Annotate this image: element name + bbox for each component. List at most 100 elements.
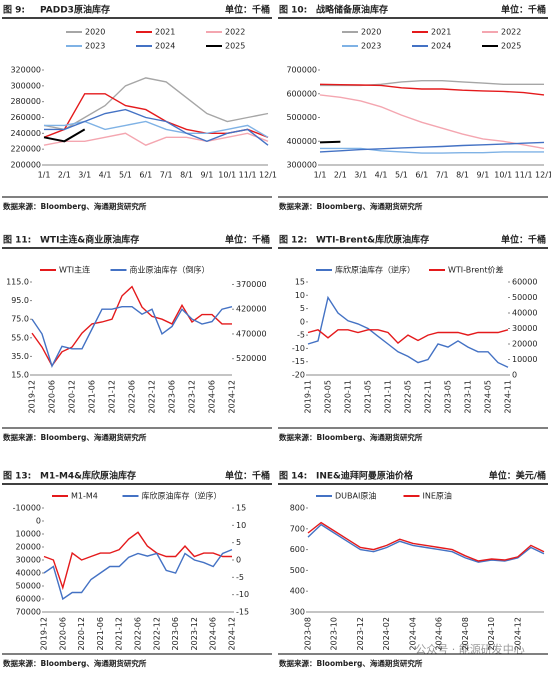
y-tick-label: 800 bbox=[290, 504, 305, 513]
figure-title: M1-M4&库欣原油库存 bbox=[40, 470, 136, 482]
figure-label: 图 11: bbox=[3, 235, 31, 246]
legend-label: 2024 bbox=[155, 42, 175, 51]
unit: 单位：美元/桶 bbox=[489, 470, 546, 482]
x-tick-label: 1/1 bbox=[314, 171, 327, 180]
x-tick-label: 2023-06 bbox=[168, 380, 177, 413]
figure-label: 图 13: bbox=[3, 471, 31, 482]
source: 数据来源：Bloomberg、海通期货研究所 bbox=[3, 432, 147, 442]
series-line bbox=[320, 147, 544, 154]
x-tick-label: 2023-12 bbox=[356, 617, 365, 650]
series-line bbox=[319, 140, 341, 144]
figure-label: 图 14: bbox=[279, 471, 307, 482]
x-tick-label: 2024-06 bbox=[209, 617, 218, 650]
y-tick-label: 600 bbox=[290, 545, 305, 554]
x-tick-label: 2024-10 bbox=[487, 617, 496, 650]
x-tick-label: 2024-06 bbox=[435, 617, 444, 650]
source: 数据来源：Bloomberg、海通期货研究所 bbox=[3, 658, 147, 668]
x-tick-label: 9/1 bbox=[200, 171, 213, 180]
y2-tick-label: 10000 bbox=[512, 355, 537, 364]
x-tick-label: 7/1 bbox=[160, 171, 173, 180]
x-tick-label: 12/1 bbox=[535, 171, 551, 180]
x-tick-label: 2019-11 bbox=[304, 380, 313, 413]
y2-tick-label: 30000 bbox=[512, 324, 537, 333]
y-tick-label: 60000 bbox=[16, 595, 41, 604]
legend-label: 2021 bbox=[155, 28, 175, 37]
legend-label: WTI主连 bbox=[59, 265, 90, 275]
legend-label: 2023 bbox=[361, 42, 381, 51]
legend-label: 2025 bbox=[225, 42, 245, 51]
x-tick-label: 2023-08 bbox=[304, 617, 313, 650]
watermark: 公众号 · 能源研发中心 bbox=[415, 642, 525, 656]
x-tick-label: 11/1 bbox=[515, 171, 533, 180]
x-tick-label: 5/1 bbox=[395, 171, 408, 180]
series-line bbox=[43, 128, 86, 143]
source: 数据来源：Bloomberg、海通期货研究所 bbox=[279, 201, 423, 211]
y-tick-label: 300000 bbox=[10, 81, 41, 90]
y-tick-label: 55.0 bbox=[11, 333, 29, 342]
unit: 单位：千桶 bbox=[225, 4, 270, 16]
unit: 单位：千桶 bbox=[501, 234, 546, 246]
legend-label: 2023 bbox=[85, 42, 105, 51]
series-line bbox=[43, 93, 269, 138]
y-tick-label: 500000 bbox=[286, 113, 317, 122]
y-tick-label: -20 bbox=[292, 371, 305, 380]
legend-label: 2020 bbox=[85, 28, 105, 37]
y2-tick-label: -15 bbox=[236, 608, 249, 617]
y-tick-label: 15.0 bbox=[11, 371, 29, 380]
y-tick-label: 600000 bbox=[286, 89, 317, 98]
series-line bbox=[307, 521, 545, 562]
y-tick-label: 95.0 bbox=[11, 296, 29, 305]
y-tick-label: 10000 bbox=[16, 530, 41, 539]
y2-tick-label: 0 bbox=[236, 556, 241, 565]
x-tick-label: 2023-12 bbox=[190, 617, 199, 650]
x-tick-label: 7/1 bbox=[436, 171, 449, 180]
x-tick-label: 3/1 bbox=[78, 171, 91, 180]
y2-tick-label: 15 bbox=[236, 504, 246, 513]
x-tick-label: 2022-06 bbox=[128, 380, 137, 413]
series-line bbox=[43, 77, 269, 131]
x-tick-label: 2020-05 bbox=[324, 380, 333, 413]
x-tick-label: 3/1 bbox=[354, 171, 367, 180]
y-tick-label: 320000 bbox=[10, 66, 41, 75]
y-tick-label: 220000 bbox=[10, 145, 41, 154]
y-tick-label: 500 bbox=[290, 566, 305, 575]
legend-label: 库欣原油库存（逆序） bbox=[335, 265, 415, 275]
y-tick-label: 300000 bbox=[286, 161, 317, 170]
source: 数据来源：Bloomberg、海通期货研究所 bbox=[3, 201, 147, 211]
legend-label: INE原油 bbox=[423, 491, 452, 501]
x-tick-label: 10/1 bbox=[218, 171, 236, 180]
y-tick-label: 5 bbox=[300, 304, 305, 313]
y-tick-label: 15 bbox=[295, 278, 305, 287]
x-tick-label: 2023-06 bbox=[171, 617, 180, 650]
y-tick-label: -10000 bbox=[13, 504, 41, 513]
x-tick-label: 1/1 bbox=[38, 171, 51, 180]
y-tick-label: 400 bbox=[290, 587, 305, 596]
x-tick-label: 11/1 bbox=[239, 171, 257, 180]
y-tick-label: -10 bbox=[292, 344, 305, 353]
y2-tick-label: 370000 bbox=[236, 280, 267, 289]
y-tick-label: 30000 bbox=[16, 556, 41, 565]
x-tick-label: 2021-12 bbox=[115, 617, 124, 650]
x-tick-label: 2020-12 bbox=[77, 617, 86, 650]
figure-label: 图 9: bbox=[3, 5, 25, 16]
x-tick-label: 2021-12 bbox=[108, 380, 117, 413]
x-tick-label: 2020-12 bbox=[68, 380, 77, 413]
legend-label: 2025 bbox=[501, 42, 521, 51]
legend-label: 商业原油库存（倒序） bbox=[130, 265, 210, 275]
legend-label: 2022 bbox=[225, 28, 245, 37]
figure-title: INE&迪拜阿曼原油价格 bbox=[316, 470, 414, 482]
y-tick-label: 35.0 bbox=[11, 352, 29, 361]
x-tick-label: 2021-05 bbox=[364, 380, 373, 413]
series-line bbox=[31, 285, 232, 368]
figure-label: 图 12: bbox=[279, 235, 307, 246]
unit: 单位：千桶 bbox=[225, 234, 270, 246]
x-tick-label: 2023-10 bbox=[330, 617, 339, 650]
x-tick-label: 2024-05 bbox=[484, 380, 493, 413]
x-tick-label: 2024-02 bbox=[382, 617, 391, 650]
y-tick-label: 700000 bbox=[286, 66, 317, 75]
y-tick-label: 20000 bbox=[16, 543, 41, 552]
y2-tick-label: 20000 bbox=[512, 340, 537, 349]
x-tick-label: 2023-11 bbox=[464, 380, 473, 413]
x-tick-label: 4/1 bbox=[375, 171, 388, 180]
x-tick-label: 4/1 bbox=[99, 171, 112, 180]
